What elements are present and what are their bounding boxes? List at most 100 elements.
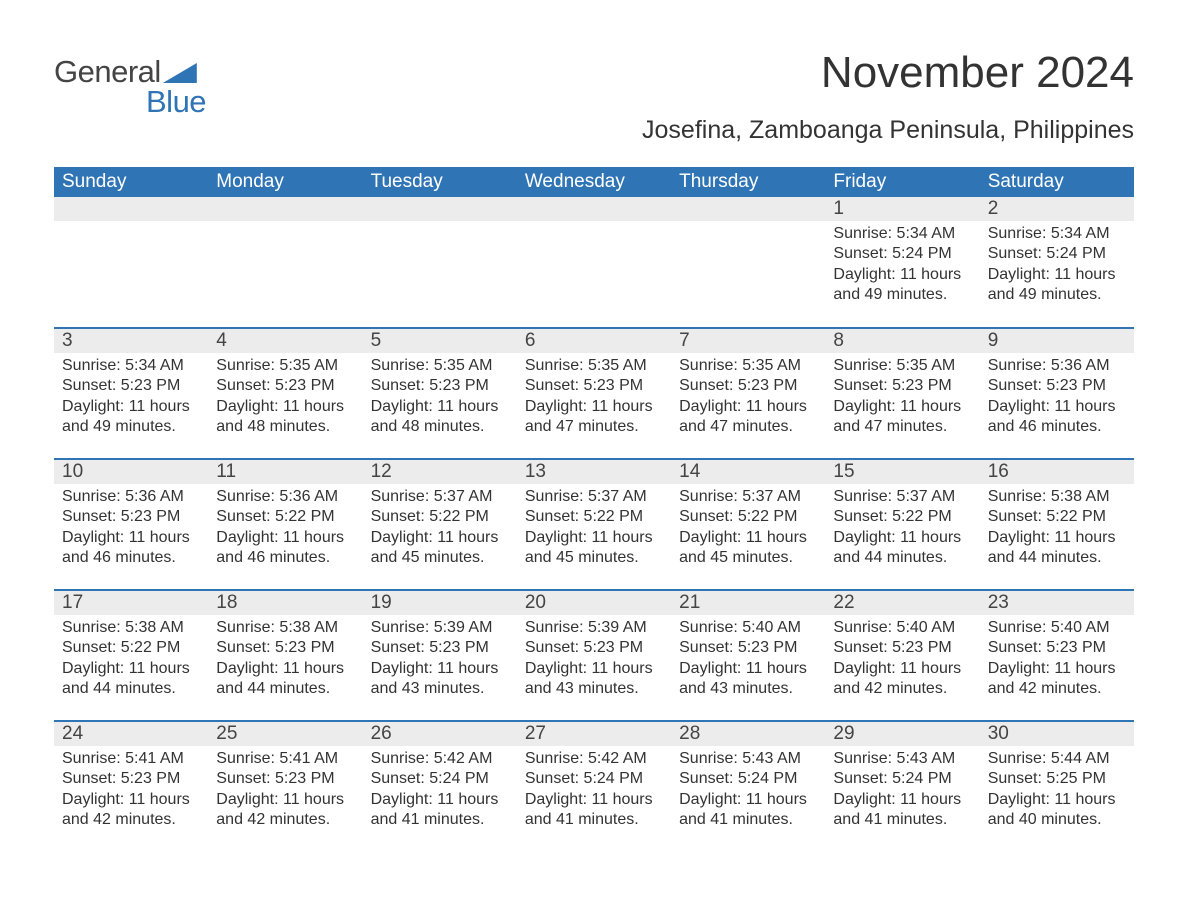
day-details: Sunrise: 5:35 AMSunset: 5:23 PMDaylight:… bbox=[208, 353, 362, 444]
day-sunrise: Sunrise: 5:36 AM bbox=[988, 356, 1126, 376]
day-sunset: Sunset: 5:23 PM bbox=[216, 769, 354, 789]
day-details: Sunrise: 5:38 AMSunset: 5:23 PMDaylight:… bbox=[208, 615, 362, 706]
day-sunset: Sunset: 5:23 PM bbox=[833, 376, 971, 396]
day-sunrise: Sunrise: 5:35 AM bbox=[371, 356, 509, 376]
logo: General Blue bbox=[54, 54, 206, 120]
day-sunset: Sunset: 5:24 PM bbox=[833, 769, 971, 789]
day-day1: Daylight: 11 hours bbox=[371, 790, 509, 810]
calendar-cell: 18Sunrise: 5:38 AMSunset: 5:23 PMDayligh… bbox=[208, 590, 362, 721]
day-number: 2 bbox=[980, 197, 1134, 221]
day-sunset: Sunset: 5:25 PM bbox=[988, 769, 1126, 789]
day-number: 1 bbox=[825, 197, 979, 221]
col-sunday: Sunday bbox=[54, 167, 208, 197]
calendar-cell bbox=[208, 197, 362, 328]
day-day2: and 46 minutes. bbox=[62, 548, 200, 568]
day-number: 22 bbox=[825, 591, 979, 615]
day-sunset: Sunset: 5:23 PM bbox=[988, 376, 1126, 396]
day-sunset: Sunset: 5:22 PM bbox=[525, 507, 663, 527]
day-details: Sunrise: 5:36 AMSunset: 5:23 PMDaylight:… bbox=[54, 484, 208, 575]
day-number: 14 bbox=[671, 460, 825, 484]
day-sunset: Sunset: 5:24 PM bbox=[988, 244, 1126, 264]
day-number: 13 bbox=[517, 460, 671, 484]
day-day2: and 44 minutes. bbox=[833, 548, 971, 568]
day-sunrise: Sunrise: 5:40 AM bbox=[988, 618, 1126, 638]
day-details: Sunrise: 5:35 AMSunset: 5:23 PMDaylight:… bbox=[825, 353, 979, 444]
day-sunrise: Sunrise: 5:38 AM bbox=[216, 618, 354, 638]
day-number: 18 bbox=[208, 591, 362, 615]
logo-text-blue: Blue bbox=[146, 84, 206, 120]
day-number: 8 bbox=[825, 329, 979, 353]
calendar-cell: 26Sunrise: 5:42 AMSunset: 5:24 PMDayligh… bbox=[363, 721, 517, 852]
day-sunset: Sunset: 5:23 PM bbox=[988, 638, 1126, 658]
day-details: Sunrise: 5:34 AMSunset: 5:24 PMDaylight:… bbox=[980, 221, 1134, 312]
day-day1: Daylight: 11 hours bbox=[988, 528, 1126, 548]
day-sunset: Sunset: 5:22 PM bbox=[988, 507, 1126, 527]
calendar-cell: 11Sunrise: 5:36 AMSunset: 5:22 PMDayligh… bbox=[208, 459, 362, 590]
day-day1: Daylight: 11 hours bbox=[62, 397, 200, 417]
day-sunrise: Sunrise: 5:39 AM bbox=[525, 618, 663, 638]
day-sunrise: Sunrise: 5:44 AM bbox=[988, 749, 1126, 769]
day-sunrise: Sunrise: 5:35 AM bbox=[525, 356, 663, 376]
day-day2: and 47 minutes. bbox=[525, 417, 663, 437]
day-number: 12 bbox=[363, 460, 517, 484]
day-day1: Daylight: 11 hours bbox=[988, 265, 1126, 285]
day-number: 27 bbox=[517, 722, 671, 746]
day-sunrise: Sunrise: 5:38 AM bbox=[62, 618, 200, 638]
day-day2: and 44 minutes. bbox=[62, 679, 200, 699]
day-day1: Daylight: 11 hours bbox=[525, 790, 663, 810]
day-number: 19 bbox=[363, 591, 517, 615]
day-sunrise: Sunrise: 5:34 AM bbox=[62, 356, 200, 376]
day-day1: Daylight: 11 hours bbox=[216, 659, 354, 679]
day-details: Sunrise: 5:43 AMSunset: 5:24 PMDaylight:… bbox=[671, 746, 825, 837]
day-sunrise: Sunrise: 5:36 AM bbox=[216, 487, 354, 507]
day-day2: and 41 minutes. bbox=[833, 810, 971, 830]
day-details: Sunrise: 5:34 AMSunset: 5:23 PMDaylight:… bbox=[54, 353, 208, 444]
day-sunrise: Sunrise: 5:38 AM bbox=[988, 487, 1126, 507]
location-subtitle: Josefina, Zamboanga Peninsula, Philippin… bbox=[642, 116, 1134, 145]
day-sunset: Sunset: 5:23 PM bbox=[216, 638, 354, 658]
day-day2: and 40 minutes. bbox=[988, 810, 1126, 830]
day-day1: Daylight: 11 hours bbox=[62, 790, 200, 810]
day-sunrise: Sunrise: 5:34 AM bbox=[988, 224, 1126, 244]
header: General Blue November 2024 Josefina, Zam… bbox=[54, 48, 1134, 159]
day-number bbox=[363, 197, 517, 221]
day-sunrise: Sunrise: 5:41 AM bbox=[216, 749, 354, 769]
day-day2: and 45 minutes. bbox=[371, 548, 509, 568]
day-sunrise: Sunrise: 5:40 AM bbox=[679, 618, 817, 638]
calendar-cell: 6Sunrise: 5:35 AMSunset: 5:23 PMDaylight… bbox=[517, 328, 671, 459]
calendar-cell bbox=[363, 197, 517, 328]
day-day1: Daylight: 11 hours bbox=[525, 528, 663, 548]
day-details: Sunrise: 5:41 AMSunset: 5:23 PMDaylight:… bbox=[54, 746, 208, 837]
calendar-cell: 25Sunrise: 5:41 AMSunset: 5:23 PMDayligh… bbox=[208, 721, 362, 852]
calendar-cell: 2Sunrise: 5:34 AMSunset: 5:24 PMDaylight… bbox=[980, 197, 1134, 328]
day-number: 15 bbox=[825, 460, 979, 484]
day-sunset: Sunset: 5:23 PM bbox=[679, 376, 817, 396]
day-sunset: Sunset: 5:22 PM bbox=[371, 507, 509, 527]
day-number: 3 bbox=[54, 329, 208, 353]
day-day2: and 47 minutes. bbox=[679, 417, 817, 437]
logo-triangle-icon bbox=[163, 63, 197, 83]
calendar-week-row: 17Sunrise: 5:38 AMSunset: 5:22 PMDayligh… bbox=[54, 590, 1134, 721]
day-details: Sunrise: 5:37 AMSunset: 5:22 PMDaylight:… bbox=[517, 484, 671, 575]
day-details: Sunrise: 5:40 AMSunset: 5:23 PMDaylight:… bbox=[980, 615, 1134, 706]
calendar-cell: 12Sunrise: 5:37 AMSunset: 5:22 PMDayligh… bbox=[363, 459, 517, 590]
calendar-cell: 5Sunrise: 5:35 AMSunset: 5:23 PMDaylight… bbox=[363, 328, 517, 459]
logo-text-general: General bbox=[54, 54, 161, 90]
day-sunrise: Sunrise: 5:35 AM bbox=[679, 356, 817, 376]
day-number: 30 bbox=[980, 722, 1134, 746]
day-sunrise: Sunrise: 5:34 AM bbox=[833, 224, 971, 244]
day-day2: and 42 minutes. bbox=[216, 810, 354, 830]
day-details: Sunrise: 5:38 AMSunset: 5:22 PMDaylight:… bbox=[980, 484, 1134, 575]
day-number: 23 bbox=[980, 591, 1134, 615]
day-sunrise: Sunrise: 5:37 AM bbox=[833, 487, 971, 507]
calendar-cell: 24Sunrise: 5:41 AMSunset: 5:23 PMDayligh… bbox=[54, 721, 208, 852]
day-number: 5 bbox=[363, 329, 517, 353]
day-day2: and 48 minutes. bbox=[216, 417, 354, 437]
day-sunset: Sunset: 5:23 PM bbox=[62, 769, 200, 789]
day-day1: Daylight: 11 hours bbox=[525, 397, 663, 417]
day-sunset: Sunset: 5:23 PM bbox=[216, 376, 354, 396]
calendar-cell: 28Sunrise: 5:43 AMSunset: 5:24 PMDayligh… bbox=[671, 721, 825, 852]
day-number: 25 bbox=[208, 722, 362, 746]
day-day2: and 47 minutes. bbox=[833, 417, 971, 437]
day-sunrise: Sunrise: 5:35 AM bbox=[833, 356, 971, 376]
